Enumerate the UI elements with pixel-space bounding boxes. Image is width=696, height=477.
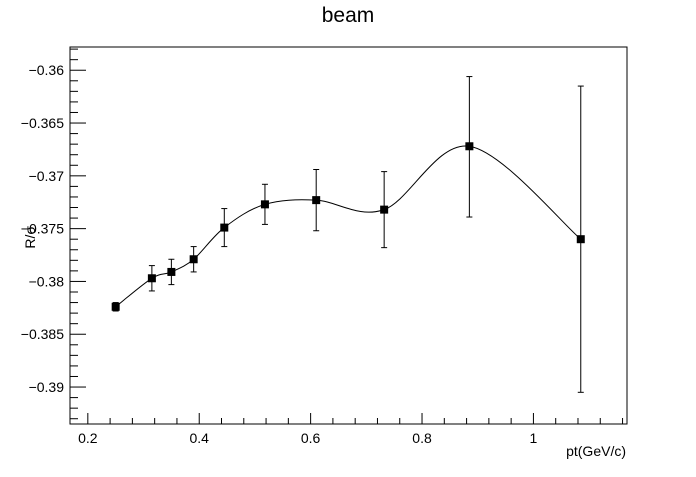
x-tick-label: 0.4 <box>189 430 209 446</box>
series-line <box>115 145 582 308</box>
data-point <box>465 142 474 151</box>
data-point <box>220 223 229 232</box>
y-axis-label: R/σ <box>22 226 38 249</box>
plot-frame <box>69 46 628 425</box>
x-tick-label: 1 <box>530 430 538 446</box>
data-point <box>111 302 120 311</box>
chart-title: beam <box>322 4 375 27</box>
data-point <box>167 267 176 276</box>
data-point <box>380 205 389 214</box>
x-axis-label: pt(GeV/c) <box>566 443 626 459</box>
y-tick-label: −0.39 <box>29 379 65 395</box>
x-axis: 0.2 0.4 0.6 0.8 1 <box>78 413 624 446</box>
y-tick-label: −0.375 <box>21 221 64 237</box>
y-axis: −0.39 −0.385 −0.38 −0.375 −0.37 −0.365 −0.36 <box>21 48 86 420</box>
y-tick-label: −0.385 <box>21 326 64 342</box>
data-point <box>260 200 269 209</box>
data-point <box>189 255 198 264</box>
data-point <box>147 274 156 283</box>
y-tick-label: −0.36 <box>29 62 65 78</box>
x-tick-label: 0.6 <box>301 430 321 446</box>
data-series <box>111 76 585 393</box>
y-tick-label: −0.37 <box>29 168 65 184</box>
y-tick-label: −0.365 <box>21 115 64 131</box>
x-tick-label: 0.8 <box>412 430 432 446</box>
data-point <box>576 235 585 244</box>
x-tick-label: 0.2 <box>78 430 98 446</box>
data-point <box>312 196 321 205</box>
y-tick-label: −0.38 <box>29 273 65 289</box>
